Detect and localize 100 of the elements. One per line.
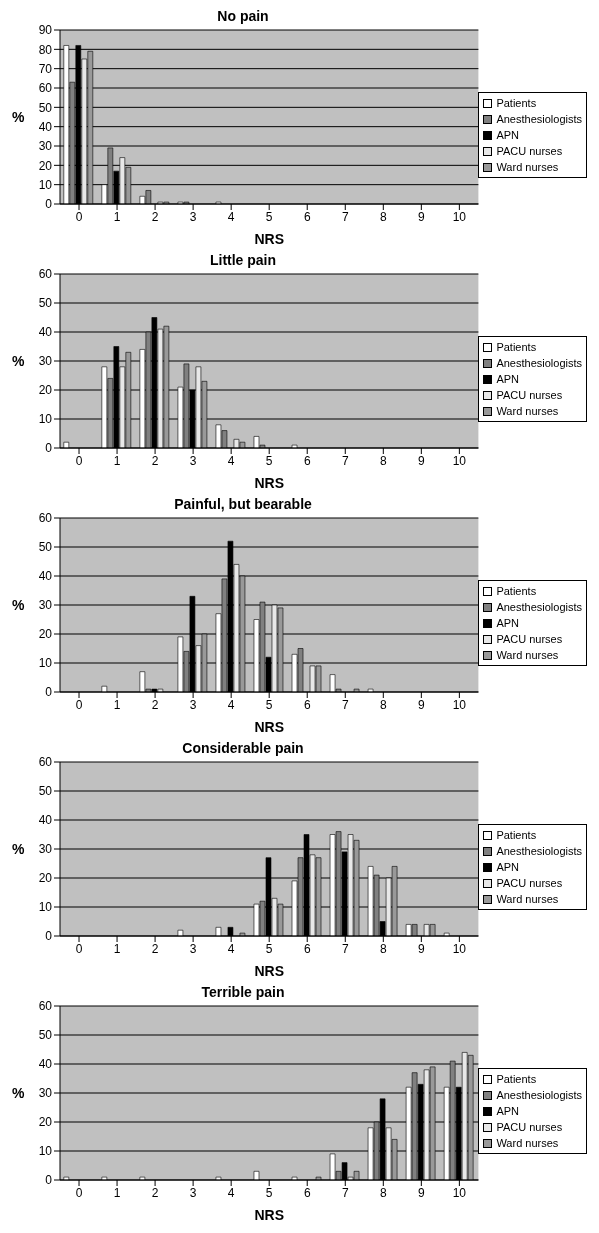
chart-title: Terrible pain (200, 984, 286, 1000)
legend-label: PACU nurses (496, 1120, 563, 1135)
x-tick-label: 1 (113, 697, 121, 712)
x-tick-label: 7 (341, 697, 349, 712)
y-axis-title: % (12, 1084, 25, 1101)
x-tick-label: 0 (75, 453, 83, 468)
y-tick-label: 60 (38, 267, 53, 282)
legend-label: PACU nurses (496, 632, 563, 647)
x-tick-label: 2 (151, 941, 159, 956)
y-tick-label: 40 (38, 569, 53, 584)
y-tick-label: 50 (38, 100, 53, 115)
y-tick-label: 0 (45, 441, 53, 456)
legend-label: APN (496, 372, 520, 387)
x-tick-label: 2 (151, 697, 159, 712)
y-tick-label: 20 (38, 383, 53, 398)
x-tick-label: 5 (265, 1185, 273, 1200)
legend-label: APN (496, 860, 520, 875)
x-tick-label: 2 (151, 1185, 159, 1200)
legend-label: Ward nurses (496, 892, 559, 907)
y-tick-label: 20 (38, 1115, 53, 1130)
chart-title: No pain (216, 8, 270, 24)
y-tick-label: 0 (45, 929, 53, 944)
x-axis-title: NRS (254, 475, 284, 491)
y-tick-label: 0 (45, 685, 53, 700)
y-tick-label: 40 (38, 1057, 53, 1072)
x-tick-label: 8 (379, 453, 387, 468)
x-tick-label: 4 (227, 697, 235, 712)
x-tick-label: 4 (227, 209, 235, 224)
x-tick-label: 0 (75, 1185, 83, 1200)
x-tick-label: 0 (75, 697, 83, 712)
y-tick-label: 60 (38, 999, 53, 1014)
y-tick-label: 30 (38, 139, 53, 154)
legend-label: PACU nurses (496, 876, 563, 891)
x-tick-label: 9 (417, 209, 425, 224)
legend-label: Patients (496, 340, 537, 355)
x-tick-label: 6 (303, 941, 311, 956)
chart-title: Little pain (208, 252, 278, 268)
x-tick-label: 9 (417, 1185, 425, 1200)
x-tick-label: 3 (189, 209, 197, 224)
y-tick-label: 20 (38, 871, 53, 886)
x-tick-label: 3 (189, 941, 197, 956)
y-tick-label: 10 (38, 177, 53, 192)
x-tick-label: 5 (265, 941, 273, 956)
legend-label: APN (496, 128, 520, 143)
x-tick-label: 4 (227, 453, 235, 468)
y-tick-label: 60 (38, 81, 53, 96)
y-tick-label: 70 (38, 61, 53, 76)
y-tick-label: 10 (38, 900, 53, 915)
legend-label: Ward nurses (496, 1136, 559, 1151)
y-tick-label: 30 (38, 1086, 53, 1101)
x-tick-label: 2 (151, 453, 159, 468)
x-tick-label: 4 (227, 941, 235, 956)
y-axis-title: % (12, 352, 25, 369)
legend-label: Anesthesiologists (496, 844, 582, 859)
y-tick-label: 30 (38, 354, 53, 369)
legend-label: Anesthesiologists (496, 600, 582, 615)
x-tick-label: 5 (265, 453, 273, 468)
legend-label: APN (496, 1104, 520, 1119)
legend-label: PACU nurses (496, 144, 563, 159)
legend-label: APN (496, 616, 520, 631)
y-tick-label: 80 (38, 42, 53, 57)
y-tick-label: 10 (38, 412, 53, 427)
legend-label: Anesthesiologists (496, 356, 582, 371)
x-tick-label: 3 (189, 697, 197, 712)
x-tick-label: 0 (75, 941, 83, 956)
legend-label: Anesthesiologists (496, 112, 582, 127)
x-axis-title: NRS (254, 1207, 284, 1223)
y-axis-title: % (12, 108, 25, 125)
x-tick-label: 7 (341, 1185, 349, 1200)
x-tick-label: 1 (113, 209, 121, 224)
x-tick-label: 5 (265, 697, 273, 712)
legend-label: Patients (496, 1072, 537, 1087)
x-tick-label: 9 (417, 697, 425, 712)
y-tick-label: 50 (38, 784, 53, 799)
legend-label: Anesthesiologists (496, 1088, 582, 1103)
x-tick-label: 4 (227, 1185, 235, 1200)
x-tick-label: 5 (265, 209, 273, 224)
x-tick-label: 10 (452, 209, 467, 224)
y-tick-label: 60 (38, 755, 53, 770)
x-tick-label: 8 (379, 697, 387, 712)
legend-label: Ward nurses (496, 404, 559, 419)
x-tick-label: 3 (189, 1185, 197, 1200)
x-tick-label: 7 (341, 941, 349, 956)
x-tick-label: 8 (379, 941, 387, 956)
y-tick-label: 0 (45, 197, 53, 212)
x-tick-label: 10 (452, 941, 467, 956)
x-tick-label: 7 (341, 209, 349, 224)
y-tick-label: 20 (38, 158, 53, 173)
x-tick-label: 9 (417, 453, 425, 468)
x-tick-label: 2 (151, 209, 159, 224)
x-tick-label: 6 (303, 453, 311, 468)
chart-title: Considerable pain (181, 740, 305, 756)
x-tick-label: 1 (113, 941, 121, 956)
y-tick-label: 40 (38, 813, 53, 828)
y-tick-label: 90 (38, 23, 53, 38)
y-tick-label: 0 (45, 1173, 53, 1188)
x-tick-label: 6 (303, 1185, 311, 1200)
legend-label: Patients (496, 584, 537, 599)
y-tick-label: 40 (38, 119, 53, 134)
x-tick-label: 10 (452, 1185, 467, 1200)
